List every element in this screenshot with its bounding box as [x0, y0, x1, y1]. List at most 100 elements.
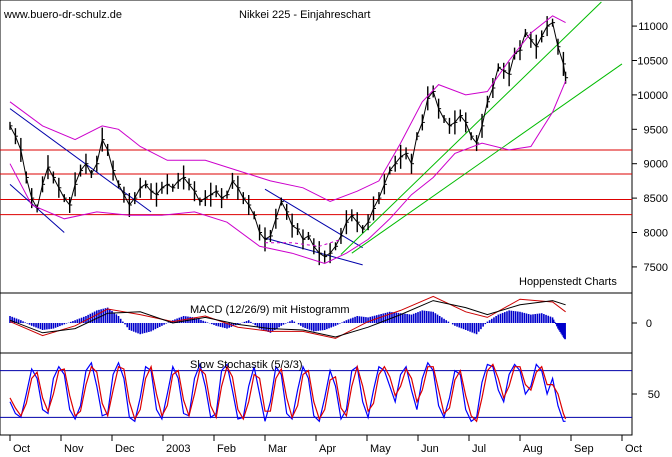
price-connector: [128, 197, 136, 206]
price-connector: [503, 70, 510, 75]
price-connector: [20, 149, 27, 178]
price-connector: [307, 235, 315, 247]
price-connector: [177, 177, 184, 182]
x-tick-label: Jul: [472, 443, 486, 455]
stochastic-line-0: [9, 361, 566, 423]
price-connector: [215, 190, 222, 199]
y-tick-label: 0: [646, 318, 652, 330]
price-connector: [486, 87, 494, 102]
price-connector: [269, 218, 277, 237]
trendline-5: [351, 63, 623, 254]
y-tick-label: 9000: [644, 159, 668, 171]
price-connector: [52, 177, 60, 189]
price-connector: [318, 252, 325, 258]
chart-title: Nikkei 225 - Einjahreschart: [239, 9, 370, 21]
y-tick-label: 50: [648, 389, 660, 401]
price-connector: [118, 184, 125, 195]
x-tick-label: 2003: [166, 443, 190, 455]
price-connector: [508, 53, 516, 75]
price-connector: [210, 190, 217, 196]
macd-panel: [9, 295, 566, 340]
price-connector: [546, 22, 553, 27]
price-connector: [492, 67, 499, 89]
price-connector: [112, 170, 119, 185]
price-connector: [389, 163, 396, 171]
price-connector: [329, 245, 336, 254]
price-connector: [9, 125, 16, 137]
price-connector: [302, 235, 309, 240]
price-connector: [226, 180, 233, 195]
price-connector: [101, 139, 109, 151]
price-connector: [443, 118, 450, 127]
price-connector: [340, 222, 347, 237]
price-connector: [465, 122, 472, 137]
price-connector: [378, 184, 385, 199]
y-axis: 11000 10500 10000 9500 9000 8500 8000 7500 0 50: [632, 21, 668, 401]
price-connector: [96, 139, 103, 164]
price-connector: [449, 121, 456, 127]
x-tick-label: Sep: [574, 443, 594, 455]
website-label: www.buero-dr-schulz.de: [3, 9, 122, 21]
price-connector: [107, 149, 114, 171]
price-connector: [47, 166, 54, 178]
price-connector: [275, 201, 282, 219]
price-connector: [90, 163, 98, 175]
price-connector: [25, 177, 33, 199]
price-connector: [139, 183, 146, 189]
price-connector: [253, 215, 261, 233]
y-tick-label: 11000: [638, 21, 668, 33]
price-connector: [85, 163, 92, 175]
price-connector: [237, 187, 244, 199]
price-connector: [74, 170, 81, 185]
x-tick-label: Mar: [268, 443, 287, 455]
y-tick-label: 8000: [644, 228, 668, 240]
price-connector: [80, 163, 87, 171]
price-connector: [123, 194, 130, 206]
macd-line-1: [9, 300, 566, 338]
price-connector: [481, 101, 488, 126]
price-connector: [63, 197, 71, 206]
x-tick-label: Oct: [13, 443, 30, 455]
price-connector: [530, 39, 537, 48]
x-tick-label: Jun: [421, 443, 439, 455]
price-connector: [383, 170, 391, 185]
price-connector: [14, 135, 22, 151]
price-connector: [161, 183, 168, 189]
price-connector: [156, 187, 163, 195]
price-connector: [552, 22, 559, 47]
price-connector: [351, 214, 358, 223]
price-connector: [557, 46, 564, 65]
price-connector: [400, 152, 407, 158]
price-connector: [470, 135, 477, 144]
price-connector: [421, 98, 429, 123]
price-connector: [373, 197, 380, 209]
price-connector: [535, 36, 543, 47]
x-tick-label: May: [370, 443, 391, 455]
macd-line-0: [9, 295, 566, 339]
x-tick-label: Oct: [625, 443, 642, 455]
price-connector: [280, 201, 288, 213]
price-connector: [172, 180, 179, 189]
y-tick-label: 8500: [644, 193, 668, 205]
trendline-0: [9, 108, 152, 213]
price-connector: [145, 184, 152, 192]
price-connector: [248, 204, 255, 216]
price-connector: [264, 235, 271, 240]
price-connector: [405, 153, 412, 164]
price-connector: [416, 122, 423, 137]
price-connector: [519, 32, 526, 51]
y-tick-label: 10500: [637, 55, 668, 67]
price-panel: [0, 1, 632, 266]
y-tick-label: 10000: [637, 90, 668, 102]
price-connector: [394, 156, 402, 165]
price-connector: [232, 180, 239, 189]
price-connector: [221, 194, 228, 199]
price-connector: [410, 136, 418, 164]
x-tick-label: Dec: [115, 443, 135, 455]
price-connector: [259, 232, 266, 240]
price-connector: [69, 184, 76, 206]
price-connector: [134, 187, 141, 199]
bollinger-upper-band: [9, 15, 566, 203]
price-connector: [167, 183, 174, 189]
price-series: [9, 16, 569, 266]
